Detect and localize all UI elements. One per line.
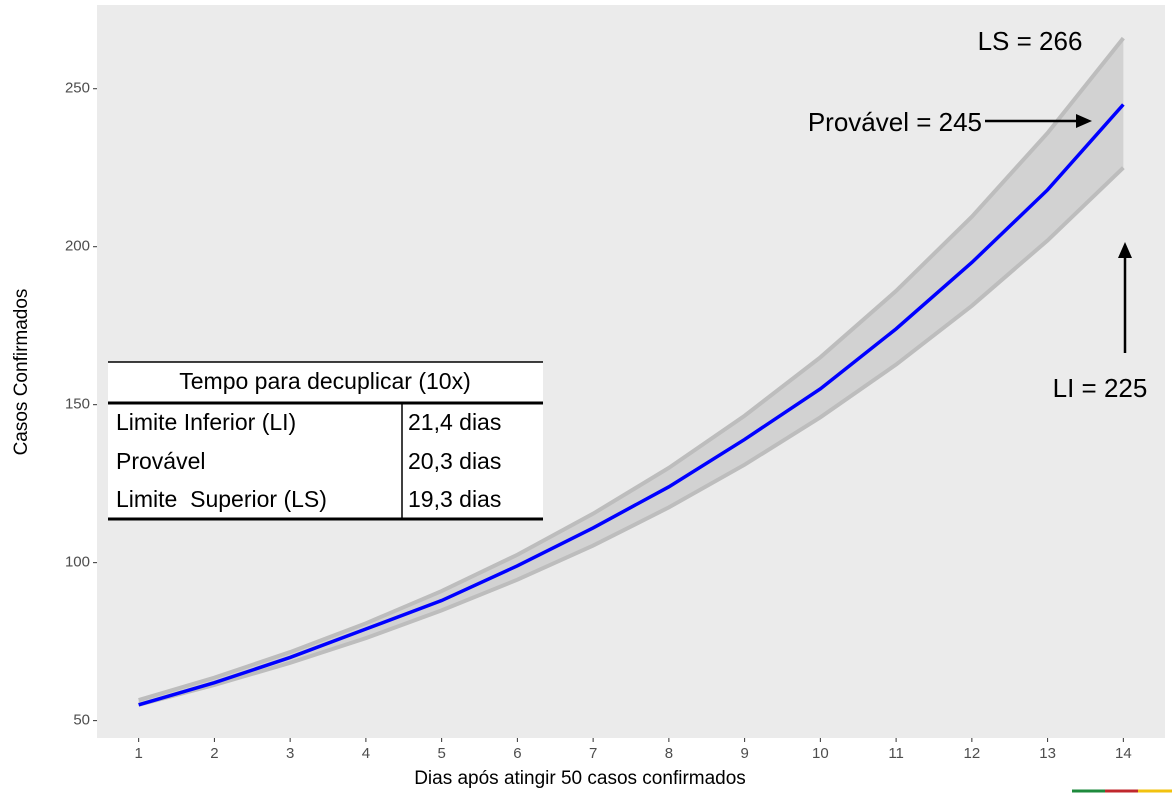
- annotation: LI = 225: [1053, 373, 1148, 403]
- arrow-head: [1118, 242, 1132, 258]
- x-tick-label: 13: [1039, 745, 1056, 762]
- x-tick-label: 2: [210, 745, 218, 762]
- table-cell: Limite Inferior (LI): [116, 409, 296, 435]
- x-tick-label: 1: [134, 745, 142, 762]
- y-tick-label: 250: [65, 80, 90, 97]
- x-tick-label: 9: [740, 745, 748, 762]
- x-tick-label: 8: [665, 745, 673, 762]
- x-tick-label: 4: [362, 745, 370, 762]
- x-tick-label: 7: [589, 745, 597, 762]
- y-tick-label: 100: [65, 554, 90, 571]
- y-tick-label: 200: [65, 238, 90, 255]
- table-title: Tempo para decuplicar (10x): [179, 368, 470, 394]
- y-tick-label: 50: [73, 712, 90, 729]
- x-tick-label: 12: [964, 745, 981, 762]
- x-tick-label: 10: [812, 745, 829, 762]
- x-tick-label: 5: [437, 745, 445, 762]
- annotation: LS = 266: [978, 26, 1083, 56]
- table-cell: 19,3 dias: [408, 486, 501, 512]
- x-tick-label: 14: [1115, 745, 1132, 762]
- table-bg: [108, 362, 543, 519]
- table-cell: Provável: [116, 448, 205, 474]
- annotation: Provável = 245: [808, 107, 982, 137]
- arrow-head: [1076, 114, 1092, 128]
- x-tick-label: 11: [888, 745, 904, 762]
- lower-bound: [138, 166, 1125, 707]
- y-axis-title: Casos Confirmados: [11, 289, 32, 456]
- table-cell: 21,4 dias: [408, 409, 501, 435]
- x-tick-label: 3: [286, 745, 294, 762]
- probable-line: [138, 103, 1125, 707]
- table: Tempo para decuplicar (10x) Limite Infer…: [108, 361, 543, 521]
- table-cell: Limite Superior (LS): [116, 486, 327, 512]
- x-axis-title: Dias após atingir 50 casos confirmados: [414, 768, 746, 789]
- table-cell: 20,3 dias: [408, 448, 501, 474]
- y-tick-label: 150: [65, 396, 90, 413]
- upper-bound: [138, 36, 1125, 703]
- x-tick-label: 6: [513, 745, 521, 762]
